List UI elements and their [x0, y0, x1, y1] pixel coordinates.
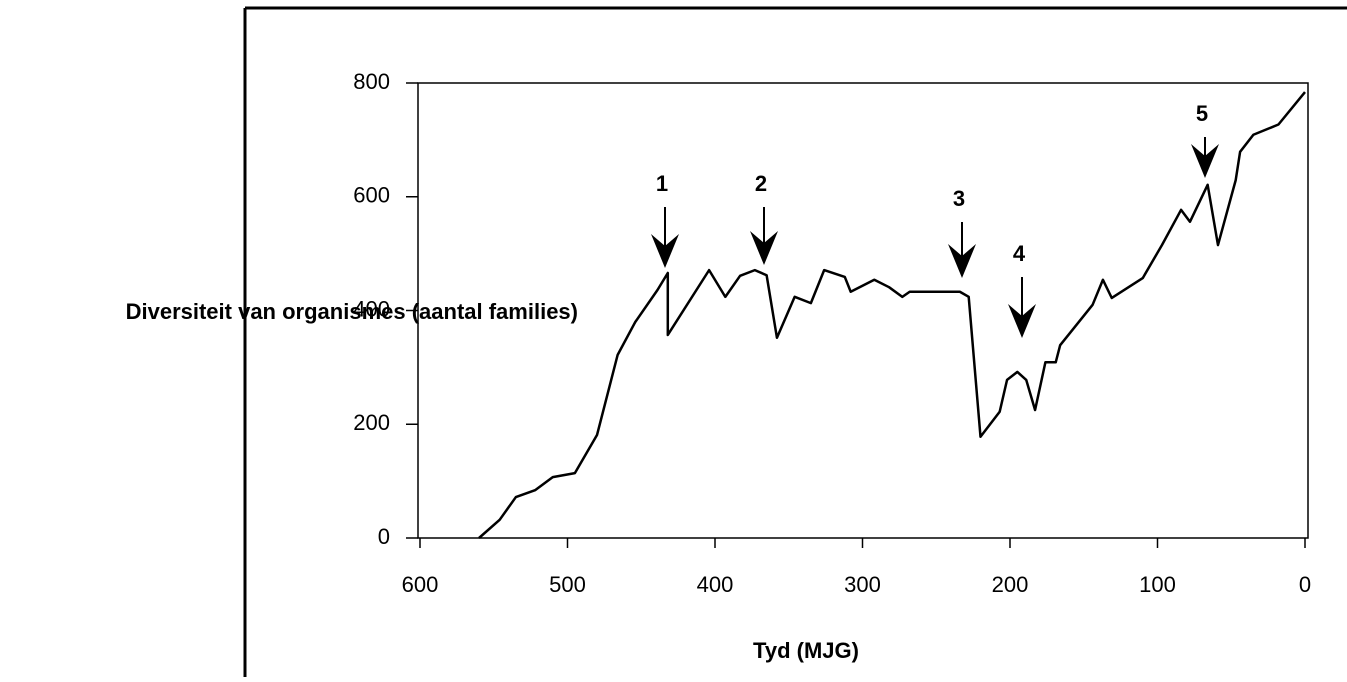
annotation-arrowhead	[1191, 144, 1219, 178]
annotation-label: 3	[953, 186, 965, 211]
y-tick-label: 200	[353, 410, 390, 435]
y-tick-label: 400	[353, 296, 390, 321]
annotation-label: 1	[656, 171, 668, 196]
x-axis-label: Tyd (MJG)	[753, 638, 859, 663]
annotation-arrowhead	[651, 234, 679, 268]
y-tick-label: 0	[378, 524, 390, 549]
annotation-label: 2	[755, 171, 767, 196]
annotation-arrowhead	[948, 244, 976, 278]
x-tick-label: 500	[549, 572, 586, 597]
y-tick-label: 800	[353, 69, 390, 94]
x-tick-label: 400	[697, 572, 734, 597]
x-tick-label: 200	[992, 572, 1029, 597]
annotation-label: 5	[1196, 101, 1208, 126]
y-axis-label: Diversiteit van organismes (aantal famil…	[126, 299, 578, 324]
x-tick-label: 100	[1139, 572, 1176, 597]
annotation-arrowhead	[1008, 304, 1036, 338]
annotation-label: 4	[1013, 241, 1026, 266]
x-tick-label: 300	[844, 572, 881, 597]
x-tick-label: 600	[402, 572, 439, 597]
data-line	[478, 91, 1306, 539]
y-tick-label: 600	[353, 183, 390, 208]
x-tick-label: 0	[1299, 572, 1311, 597]
annotation-arrowhead	[750, 231, 778, 265]
